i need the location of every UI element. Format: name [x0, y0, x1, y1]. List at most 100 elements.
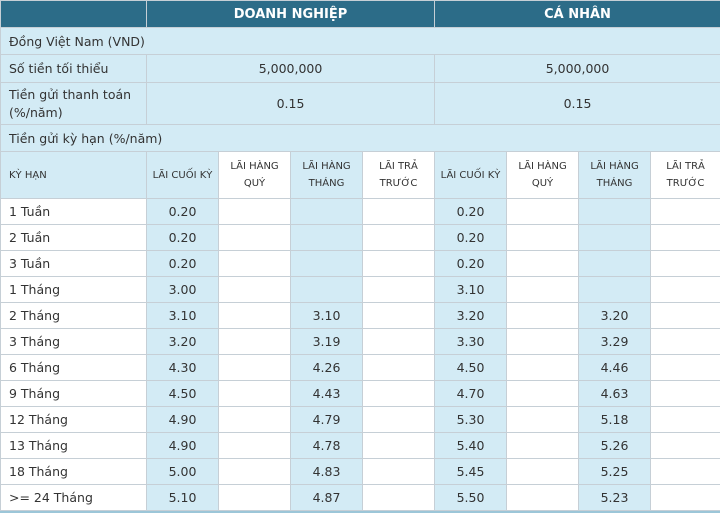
payment-deposit-business: 0.15	[147, 83, 435, 125]
rate-cell-i-end: 4.50	[435, 355, 507, 381]
term-deposit-row: Tiền gửi kỳ hạn (%/năm)	[1, 125, 720, 152]
rate-cell-i-pre	[651, 485, 720, 511]
rate-cell-i-pre	[651, 407, 720, 433]
rate-cell-i-m	[579, 199, 651, 225]
rate-cell-i-pre	[651, 277, 720, 303]
currency-row: Đồng Việt Nam (VND)	[1, 28, 720, 55]
term-cell: 2 Tháng	[1, 303, 147, 329]
rate-cell-i-q	[507, 433, 579, 459]
rate-cell-b-pre	[363, 485, 435, 511]
rate-cell-b-m	[291, 199, 363, 225]
subheader-business-prepaid: LÃI TRẢ TRƯỚC	[363, 152, 435, 199]
rate-cell-i-m	[579, 225, 651, 251]
rate-cell-b-q	[219, 225, 291, 251]
rate-cell-b-q	[219, 485, 291, 511]
rate-cell-b-pre	[363, 329, 435, 355]
rate-cell-i-pre	[651, 459, 720, 485]
rate-cell-i-end: 5.30	[435, 407, 507, 433]
header-individual: CÁ NHÂN	[435, 1, 720, 28]
rate-cell-b-end: 4.30	[147, 355, 219, 381]
rate-cell-i-end: 0.20	[435, 225, 507, 251]
subheader-individual-quarterly: LÃI HÀNG QUÝ	[507, 152, 579, 199]
rate-cell-i-m: 3.20	[579, 303, 651, 329]
rate-cell-i-pre	[651, 433, 720, 459]
payment-deposit-individual: 0.15	[435, 83, 720, 125]
rate-cell-i-pre	[651, 199, 720, 225]
rate-cell-i-m: 5.23	[579, 485, 651, 511]
rate-cell-i-pre	[651, 355, 720, 381]
rate-cell-b-q	[219, 459, 291, 485]
rate-cell-b-m: 4.43	[291, 381, 363, 407]
rate-cell-i-q	[507, 251, 579, 277]
rate-cell-b-q	[219, 251, 291, 277]
rate-cell-b-pre	[363, 303, 435, 329]
term-cell: 6 Tháng	[1, 355, 147, 381]
rate-cell-b-q	[219, 407, 291, 433]
rate-cell-i-end: 5.45	[435, 459, 507, 485]
rate-cell-b-q	[219, 355, 291, 381]
term-cell: 3 Tuần	[1, 251, 147, 277]
term-cell: 9 Tháng	[1, 381, 147, 407]
min-amount-individual: 5,000,000	[435, 55, 720, 83]
rate-cell-b-end: 0.20	[147, 251, 219, 277]
rate-cell-b-m: 4.78	[291, 433, 363, 459]
rate-cell-i-m: 4.63	[579, 381, 651, 407]
rate-cell-i-q	[507, 485, 579, 511]
rate-cell-b-end: 4.90	[147, 407, 219, 433]
header-empty	[1, 1, 147, 28]
rate-cell-b-m	[291, 277, 363, 303]
rate-cell-i-q	[507, 199, 579, 225]
subheader-business-monthly: LÃI HÀNG THÁNG	[291, 152, 363, 199]
rate-cell-i-end: 3.20	[435, 303, 507, 329]
rate-cell-i-pre	[651, 381, 720, 407]
rate-cell-i-q	[507, 407, 579, 433]
rate-cell-i-m: 5.26	[579, 433, 651, 459]
rate-cell-i-q	[507, 329, 579, 355]
rate-cell-b-pre	[363, 381, 435, 407]
rate-cell-b-q	[219, 277, 291, 303]
term-cell: >= 24 Tháng	[1, 485, 147, 511]
subheader-individual-prepaid: LÃI TRẢ TRƯỚC	[651, 152, 720, 199]
rate-cell-i-pre	[651, 251, 720, 277]
rate-cell-i-end: 0.20	[435, 199, 507, 225]
rate-cell-b-pre	[363, 407, 435, 433]
rate-cell-b-pre	[363, 225, 435, 251]
rate-cell-i-pre	[651, 329, 720, 355]
rate-cell-b-q	[219, 199, 291, 225]
rate-cell-b-m: 4.83	[291, 459, 363, 485]
rate-cell-b-q	[219, 329, 291, 355]
rate-cell-i-q	[507, 459, 579, 485]
rate-cell-i-end: 3.30	[435, 329, 507, 355]
rate-cell-i-end: 3.10	[435, 277, 507, 303]
rate-cell-b-q	[219, 303, 291, 329]
subheader-term: KỲ HẠN	[1, 152, 147, 199]
rate-cell-b-end: 0.20	[147, 199, 219, 225]
rate-cell-i-pre	[651, 303, 720, 329]
rate-cell-i-end: 4.70	[435, 381, 507, 407]
rate-cell-b-end: 5.10	[147, 485, 219, 511]
rate-cell-b-end: 3.20	[147, 329, 219, 355]
term-cell: 1 Tháng	[1, 277, 147, 303]
header-business: DOANH NGHIỆP	[147, 1, 435, 28]
rate-cell-b-end: 0.20	[147, 225, 219, 251]
rate-cell-i-m	[579, 277, 651, 303]
term-cell: 3 Tháng	[1, 329, 147, 355]
rate-cell-b-m	[291, 225, 363, 251]
term-cell: 18 Tháng	[1, 459, 147, 485]
rate-cell-b-pre	[363, 199, 435, 225]
rate-cell-i-m	[579, 251, 651, 277]
rate-cell-b-m: 3.19	[291, 329, 363, 355]
rate-cell-b-end: 4.50	[147, 381, 219, 407]
rate-cell-b-q	[219, 433, 291, 459]
term-cell: 12 Tháng	[1, 407, 147, 433]
rate-cell-b-pre	[363, 459, 435, 485]
rate-cell-i-m: 5.25	[579, 459, 651, 485]
